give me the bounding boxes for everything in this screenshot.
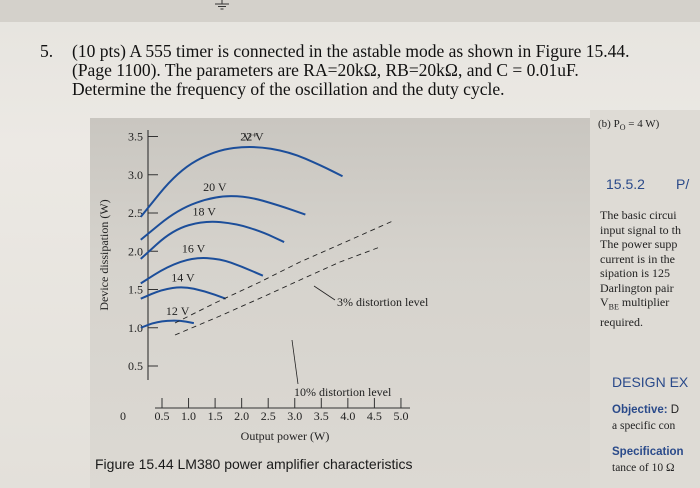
distortion-3-pointer — [313, 285, 336, 301]
objective-label: Objective: — [612, 404, 668, 416]
ground-symbol-icon — [215, 0, 229, 10]
y-tick-label: 0.5 — [128, 359, 143, 373]
y-tick-label: 2.0 — [128, 244, 143, 258]
objective-line-2: a specific con — [612, 420, 676, 432]
specification-label: Specification — [612, 446, 684, 458]
right-line: sipation is 125 — [600, 266, 671, 280]
specification-line-2: tance of 10 Ω — [612, 462, 675, 474]
vbe-rest: multiplier — [618, 295, 670, 309]
series-label: 12 V — [166, 304, 190, 318]
series-line — [139, 146, 343, 218]
right-line: required. — [600, 314, 643, 329]
series-line — [140, 319, 195, 329]
figure-caption: Figure 15.44 LM380 power amplifier chara… — [95, 456, 412, 472]
right-line: current is in the — [600, 251, 675, 266]
right-line: Darlington pair — [600, 280, 674, 295]
right-line: VBE multiplier — [600, 295, 681, 315]
x-tick-label: 0.5 — [155, 409, 170, 423]
y-tick-label: 1.5 — [128, 283, 143, 297]
objective-line: Objective: D — [612, 404, 679, 416]
right-line: The power supp — [600, 237, 678, 251]
right-line: input signal to th — [600, 222, 681, 237]
distortion-3-label: 3% distortion level — [337, 295, 429, 309]
x-tick-label: 2.0 — [234, 409, 249, 423]
x-tick-label: 1.5 — [208, 409, 223, 423]
series-label: 22 V — [240, 130, 264, 144]
distortion-10-pointer — [291, 339, 299, 385]
x-tick-label: 4.0 — [340, 409, 355, 423]
x-tick-label: 2.5 — [261, 409, 276, 423]
right-header: (b) PO = 4 W) — [598, 118, 659, 132]
right-body-text: The basic circui input signal to th The … — [600, 208, 681, 329]
objective-fragment: D — [667, 404, 680, 416]
section-fragment: P/ — [676, 176, 690, 192]
figure-caption-text: LM380 power amplifier characteristics — [177, 456, 413, 472]
right-line: The basic circui — [600, 208, 677, 222]
y-axis-label: Device dissipation (W) — [97, 199, 111, 310]
series-label: 14 V — [171, 270, 195, 284]
x-tick-label: 3.5 — [314, 409, 329, 423]
question-line-1: (10 pts) A 555 timer is connected in the… — [72, 41, 630, 61]
right-header-value: = 4 W) — [625, 118, 660, 130]
distortion-10-line — [174, 246, 381, 336]
origin-label: 0 — [120, 409, 126, 423]
question-line-2: (Page 1100). The parameters are RA=20kΩ,… — [72, 60, 579, 80]
series-line — [140, 220, 285, 260]
previous-page-strip — [0, 0, 700, 22]
y-tick-label: 3.5 — [128, 130, 143, 144]
section-number: 15.5.2 — [606, 176, 645, 192]
design-heading: DESIGN EX — [612, 374, 689, 390]
series-label: 18 V — [192, 205, 216, 219]
question-number: 5. — [40, 41, 54, 61]
figure-caption-label: Figure 15.44 — [95, 456, 174, 472]
y-tick-label: 2.5 — [128, 206, 143, 220]
x-tick-label: 5.0 — [393, 409, 408, 423]
vbe-v: V — [600, 295, 609, 309]
series-line — [140, 257, 264, 285]
y-tick-label: 3.0 — [128, 168, 143, 182]
series-label: 16 V — [182, 241, 206, 255]
series-label: 20 V — [203, 180, 227, 194]
adjacent-page-column: (b) PO = 4 W) 15.5.2 P/ The basic circui… — [590, 110, 700, 488]
x-tick-label: 3.0 — [287, 409, 302, 423]
distortion-3-line — [174, 219, 396, 324]
question-line-3: Determine the frequency of the oscillati… — [72, 79, 505, 99]
y-tick-label: 1.0 — [128, 321, 143, 335]
right-header-text: (b) P — [598, 118, 620, 130]
right-header-sub: O — [619, 123, 626, 133]
series-line — [140, 286, 227, 300]
series-line — [140, 195, 306, 241]
x-axis-label: Output power (W) — [241, 429, 330, 443]
supply-voltage-label: V⁺ — [243, 130, 258, 144]
x-tick-label: 4.5 — [367, 409, 382, 423]
x-tick-label: 1.0 — [181, 409, 196, 423]
distortion-10-label: 10% distortion level — [294, 385, 392, 399]
vbe-sub: BE — [608, 302, 619, 312]
